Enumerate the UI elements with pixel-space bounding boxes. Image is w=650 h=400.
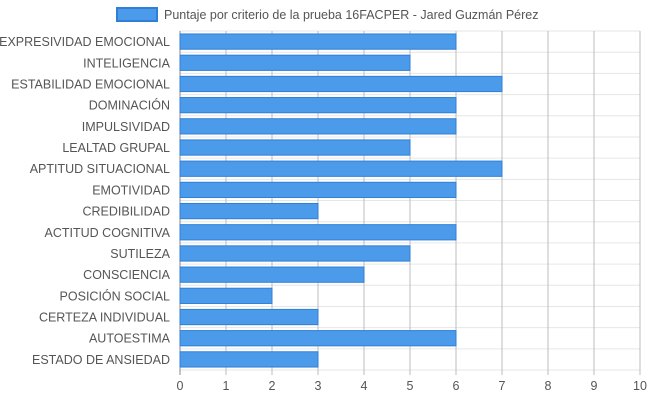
x-tick-label: 6 (453, 379, 460, 393)
y-tick-label: APTITUD SITUACIONAL (30, 162, 170, 176)
y-tick-label: LEALTAD GRUPAL (62, 141, 170, 155)
y-tick-label: POSICIÓN SOCIAL (60, 288, 170, 303)
y-tick-label: ESTADO DE ANSIEDAD (32, 353, 170, 367)
bar[interactable] (179, 266, 365, 283)
y-axis-labels: EXPRESIVIDAD EMOCIONAL INTELIGENCIA ESTABI… (0, 35, 171, 367)
legend-swatch (116, 7, 158, 22)
x-tick-label: 1 (223, 379, 230, 393)
x-tick-label: 4 (361, 379, 368, 393)
x-tick-label: 9 (591, 379, 598, 393)
bar[interactable] (179, 330, 457, 347)
y-tick-label: DOMINACIÓN (89, 98, 170, 113)
x-tick-label: 5 (407, 379, 414, 393)
bar[interactable] (179, 308, 319, 326)
bar[interactable] (179, 287, 273, 304)
bar[interactable] (179, 75, 503, 93)
bar[interactable] (179, 245, 411, 262)
bar[interactable] (179, 202, 319, 220)
legend[interactable]: Puntaje por criterio de la prueba 16FACP… (116, 7, 539, 22)
legend-label: Puntaje por criterio de la prueba 16FACP… (164, 8, 539, 22)
bar[interactable] (179, 118, 457, 135)
y-tick-label: SUTILEZA (110, 247, 170, 261)
x-tick-label: 10 (633, 379, 647, 393)
bar[interactable] (179, 97, 457, 114)
bar[interactable] (179, 351, 319, 368)
y-tick-label: CREDIBILIDAD (82, 205, 170, 219)
x-axis-labels: 0 1 2 3 4 5 6 7 8 9 10 (177, 379, 647, 393)
x-tick-label: 2 (269, 379, 276, 393)
y-tick-label: EXPRESIVIDAD EMOCIONAL (0, 35, 170, 49)
y-tick-label: INTELIGENCIA (83, 56, 170, 70)
bar[interactable] (179, 33, 457, 50)
bar[interactable] (179, 224, 457, 241)
y-tick-label: CERTEZA INDIVIDUAL (39, 311, 170, 325)
x-tick-label: 8 (545, 379, 552, 393)
bar[interactable] (179, 54, 411, 71)
x-tick-label: 0 (177, 379, 184, 393)
bar[interactable] (179, 160, 503, 177)
bars (179, 33, 503, 368)
y-tick-label: ESTABILIDAD EMOCIONAL (11, 77, 170, 91)
y-tick-label: EMOTIVIDAD (92, 183, 170, 197)
x-tick-label: 7 (499, 379, 506, 393)
y-tick-label: AUTOESTIMA (89, 332, 171, 346)
y-tick-label: CONSCIENCIA (83, 268, 170, 282)
bar[interactable] (179, 181, 457, 199)
y-tick-label: IMPULSIVIDAD (82, 120, 170, 134)
x-tick-label: 3 (315, 379, 322, 393)
y-tick-label: ACTITUD COGNITIVA (45, 226, 171, 240)
bar[interactable] (179, 139, 411, 156)
